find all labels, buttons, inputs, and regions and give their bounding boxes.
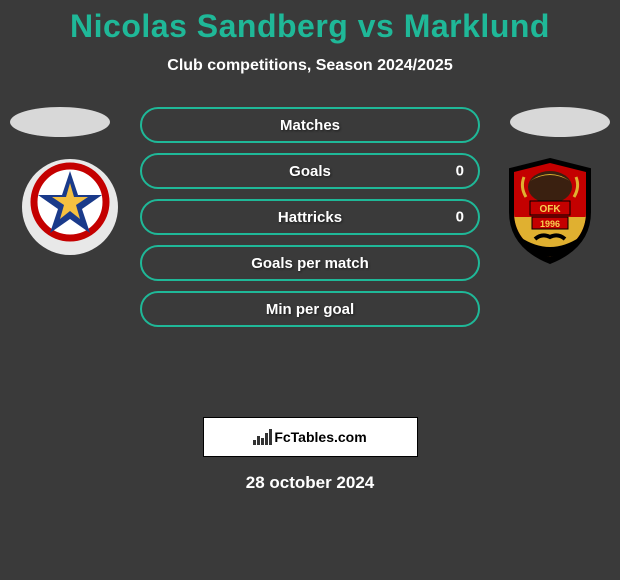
team-badge-right: OFK 1996 [500, 157, 600, 257]
footer-date: 28 october 2024 [0, 473, 620, 493]
bar-chart-icon [253, 429, 272, 445]
brand-box[interactable]: FcTables.com [203, 417, 418, 457]
stat-label: Hattricks [278, 209, 342, 226]
stat-label: Goals per match [251, 255, 369, 272]
stat-row-hattricks: Hattricks 0 [140, 199, 480, 235]
stat-value-right: 0 [456, 209, 464, 226]
stat-label: Min per goal [266, 301, 354, 318]
svg-text:1996: 1996 [540, 219, 560, 229]
page-title: Nicolas Sandberg vs Marklund [0, 0, 620, 45]
stat-row-goals: Goals 0 [140, 153, 480, 189]
stat-row-matches: Matches [140, 107, 480, 143]
player-left-ellipse [10, 107, 110, 137]
brand-text: FcTables.com [274, 429, 366, 445]
team-badge-left [20, 157, 120, 257]
stat-label: Goals [289, 163, 331, 180]
svg-text:OFK: OFK [539, 204, 561, 215]
stat-row-min-per-goal: Min per goal [140, 291, 480, 327]
stat-label: Matches [280, 117, 340, 134]
stat-value-right: 0 [456, 163, 464, 180]
player-right-ellipse [510, 107, 610, 137]
stat-rows: Matches Goals 0 Hattricks 0 Goals per ma… [140, 107, 480, 327]
page-subtitle: Club competitions, Season 2024/2025 [0, 57, 620, 75]
fctables-logo: FcTables.com [253, 429, 366, 445]
comparison-area: OFK 1996 Matches Goals 0 Hattricks 0 Goa… [0, 107, 620, 407]
stat-row-goals-per-match: Goals per match [140, 245, 480, 281]
